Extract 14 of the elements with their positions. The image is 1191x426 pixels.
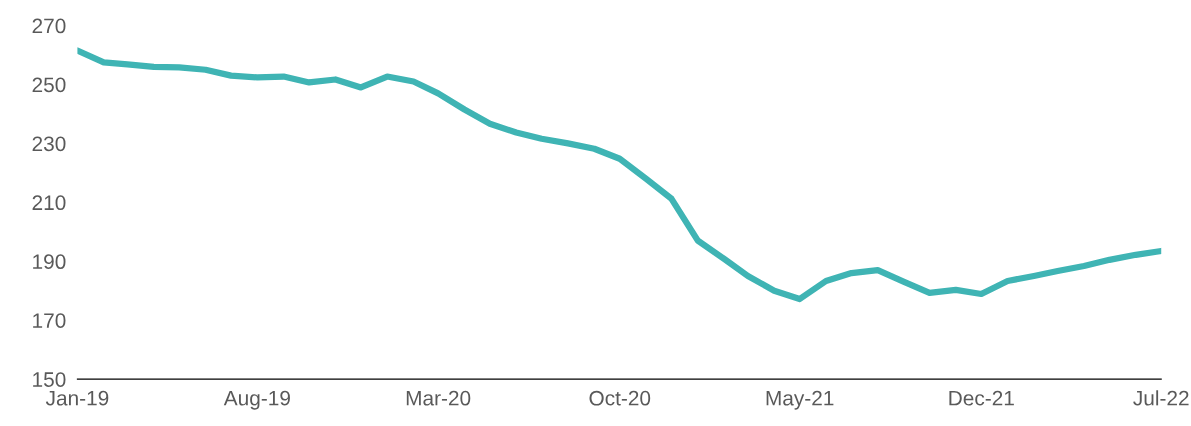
y-tick-label: 270: [32, 18, 66, 34]
x-tick-label: May-21: [766, 390, 834, 410]
y-tick-label: 190: [33, 254, 66, 270]
x-tick-label: Oct-20: [589, 390, 651, 406]
y-tick-label: 250: [32, 77, 66, 93]
y-tick-label: 150: [33, 372, 66, 387]
y-tick-label: 210: [32, 195, 66, 211]
x-tick-label: Aug-19: [223, 390, 290, 410]
y-tick-label: 230: [32, 136, 66, 152]
x-tick-label: Mar-20: [406, 390, 471, 406]
x-tick-label: Dec-21: [949, 390, 1014, 406]
x-tick-label: Jul-22: [1133, 390, 1189, 406]
y-tick-label: 170: [33, 313, 66, 328]
x-tick-label: Jan-19: [45, 390, 109, 406]
